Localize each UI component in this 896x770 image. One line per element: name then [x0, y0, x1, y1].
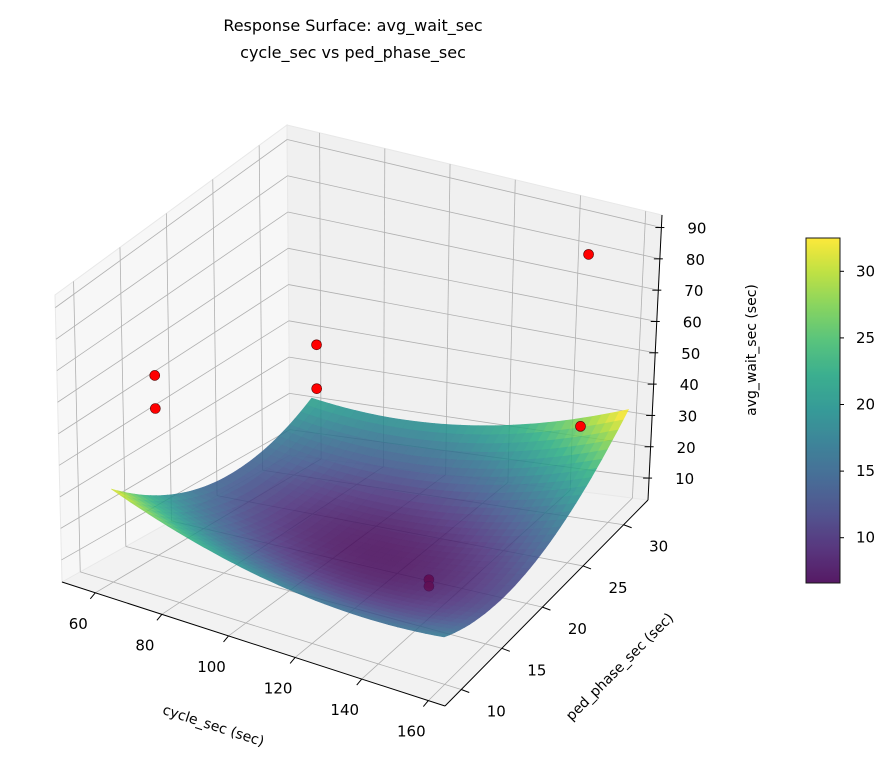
colorbar-tick-label: 20	[856, 396, 875, 414]
y-tick-label: 15	[527, 661, 546, 679]
leftwall-gridline-y	[165, 213, 172, 522]
x-axis-label: cycle_sec (sec)	[160, 702, 266, 750]
backwall-gridline-z	[287, 175, 660, 260]
x-tick	[223, 635, 229, 643]
x-tick-label: 140	[330, 701, 359, 719]
chart-subtitle: cycle_sec vs ped_phase_sec	[240, 43, 466, 63]
y-tick	[582, 565, 592, 570]
leftwall-gridline-z	[56, 211, 289, 372]
y-tick-label: 10	[487, 703, 506, 721]
x-tick-label: 120	[264, 679, 293, 697]
backwall-gridline-z	[287, 139, 662, 228]
backwall-gridline-z	[288, 247, 657, 322]
backwall-gridline-x	[632, 211, 647, 499]
y-axis-line	[444, 499, 649, 707]
y-tick	[542, 606, 551, 611]
z-axis-label: avg_wait_sec (sec)	[744, 284, 760, 416]
leftwall-gridline-y	[212, 179, 218, 496]
z-tick-label: 40	[680, 376, 699, 394]
leftwall-gridline-y	[258, 145, 264, 471]
backwall-gridline-z	[288, 284, 656, 354]
y-tick-label: 25	[608, 579, 627, 597]
points-in-front	[149, 249, 594, 432]
x-tick-label: 100	[197, 658, 226, 676]
x-tick-label: 160	[397, 723, 426, 741]
z-tick-label: 20	[677, 439, 696, 457]
x-tick-label: 80	[135, 636, 154, 654]
y-tick	[461, 689, 470, 693]
backwall-gridline-x	[445, 164, 451, 475]
colorbar-tick-label: 25	[856, 329, 875, 347]
observed-point	[311, 383, 323, 394]
colorbar-tick-label: 15	[856, 462, 875, 480]
colorbar-tick-label: 10	[856, 529, 875, 547]
z-tick-label: 80	[686, 251, 705, 269]
response-surface	[111, 397, 630, 638]
y-tick	[501, 647, 511, 652]
floor-gridline-y	[80, 571, 462, 690]
z-tick-label: 30	[678, 407, 697, 425]
x-tick-label: 60	[69, 615, 88, 633]
leftwall-gridline-z	[55, 175, 288, 340]
surface-patch	[433, 633, 451, 638]
y-tick-label: 30	[649, 538, 668, 556]
axis-lines-and-ticks: 60 80 100 120 140 160 10 15 20 25 30 10 20 30 40 50 60 70…	[61, 214, 706, 741]
leftwall-gridline-z	[59, 356, 290, 498]
backwall-gridline-z	[288, 320, 654, 385]
z-tick-label: 10	[675, 470, 694, 488]
colorbar: 10 15 20 25 30	[805, 237, 875, 584]
observed-point	[150, 403, 161, 414]
y-tick	[623, 524, 632, 529]
leftwall-gridline-y	[73, 281, 81, 572]
observed-point	[583, 249, 594, 260]
leftwall-gridline-z	[57, 247, 289, 403]
x-tick	[89, 592, 96, 600]
chart-title: Response Surface: avg_wait_sec	[223, 16, 482, 36]
backwall-gridline-z	[287, 211, 659, 291]
observed-point	[311, 339, 322, 351]
z-tick-label: 70	[684, 282, 703, 300]
leftwall-gridline-z	[58, 284, 289, 435]
z-tick-label: 90	[687, 220, 706, 238]
z-axis-line	[647, 214, 663, 501]
backwall-gridline-z	[289, 356, 653, 416]
x-tick	[156, 614, 163, 621]
backwall-gridline-x	[382, 148, 386, 467]
x-tick	[289, 657, 296, 664]
observed-point	[149, 370, 161, 381]
leftwall-gridline-z	[58, 320, 289, 466]
colorbar-tick-label: 30	[856, 262, 875, 280]
leftwall-gridline-z	[55, 139, 288, 308]
x-tick	[422, 700, 429, 707]
observed-point	[575, 421, 586, 432]
floor-gridline-x	[428, 497, 633, 701]
x-tick	[356, 678, 363, 686]
z-tick-label: 50	[681, 345, 700, 363]
y-tick-label: 20	[568, 620, 587, 638]
z-tick-label: 60	[683, 313, 702, 331]
leftwall-gridline-z	[60, 393, 290, 529]
colorbar-gradient	[805, 237, 841, 584]
x-axis-line	[61, 581, 446, 707]
